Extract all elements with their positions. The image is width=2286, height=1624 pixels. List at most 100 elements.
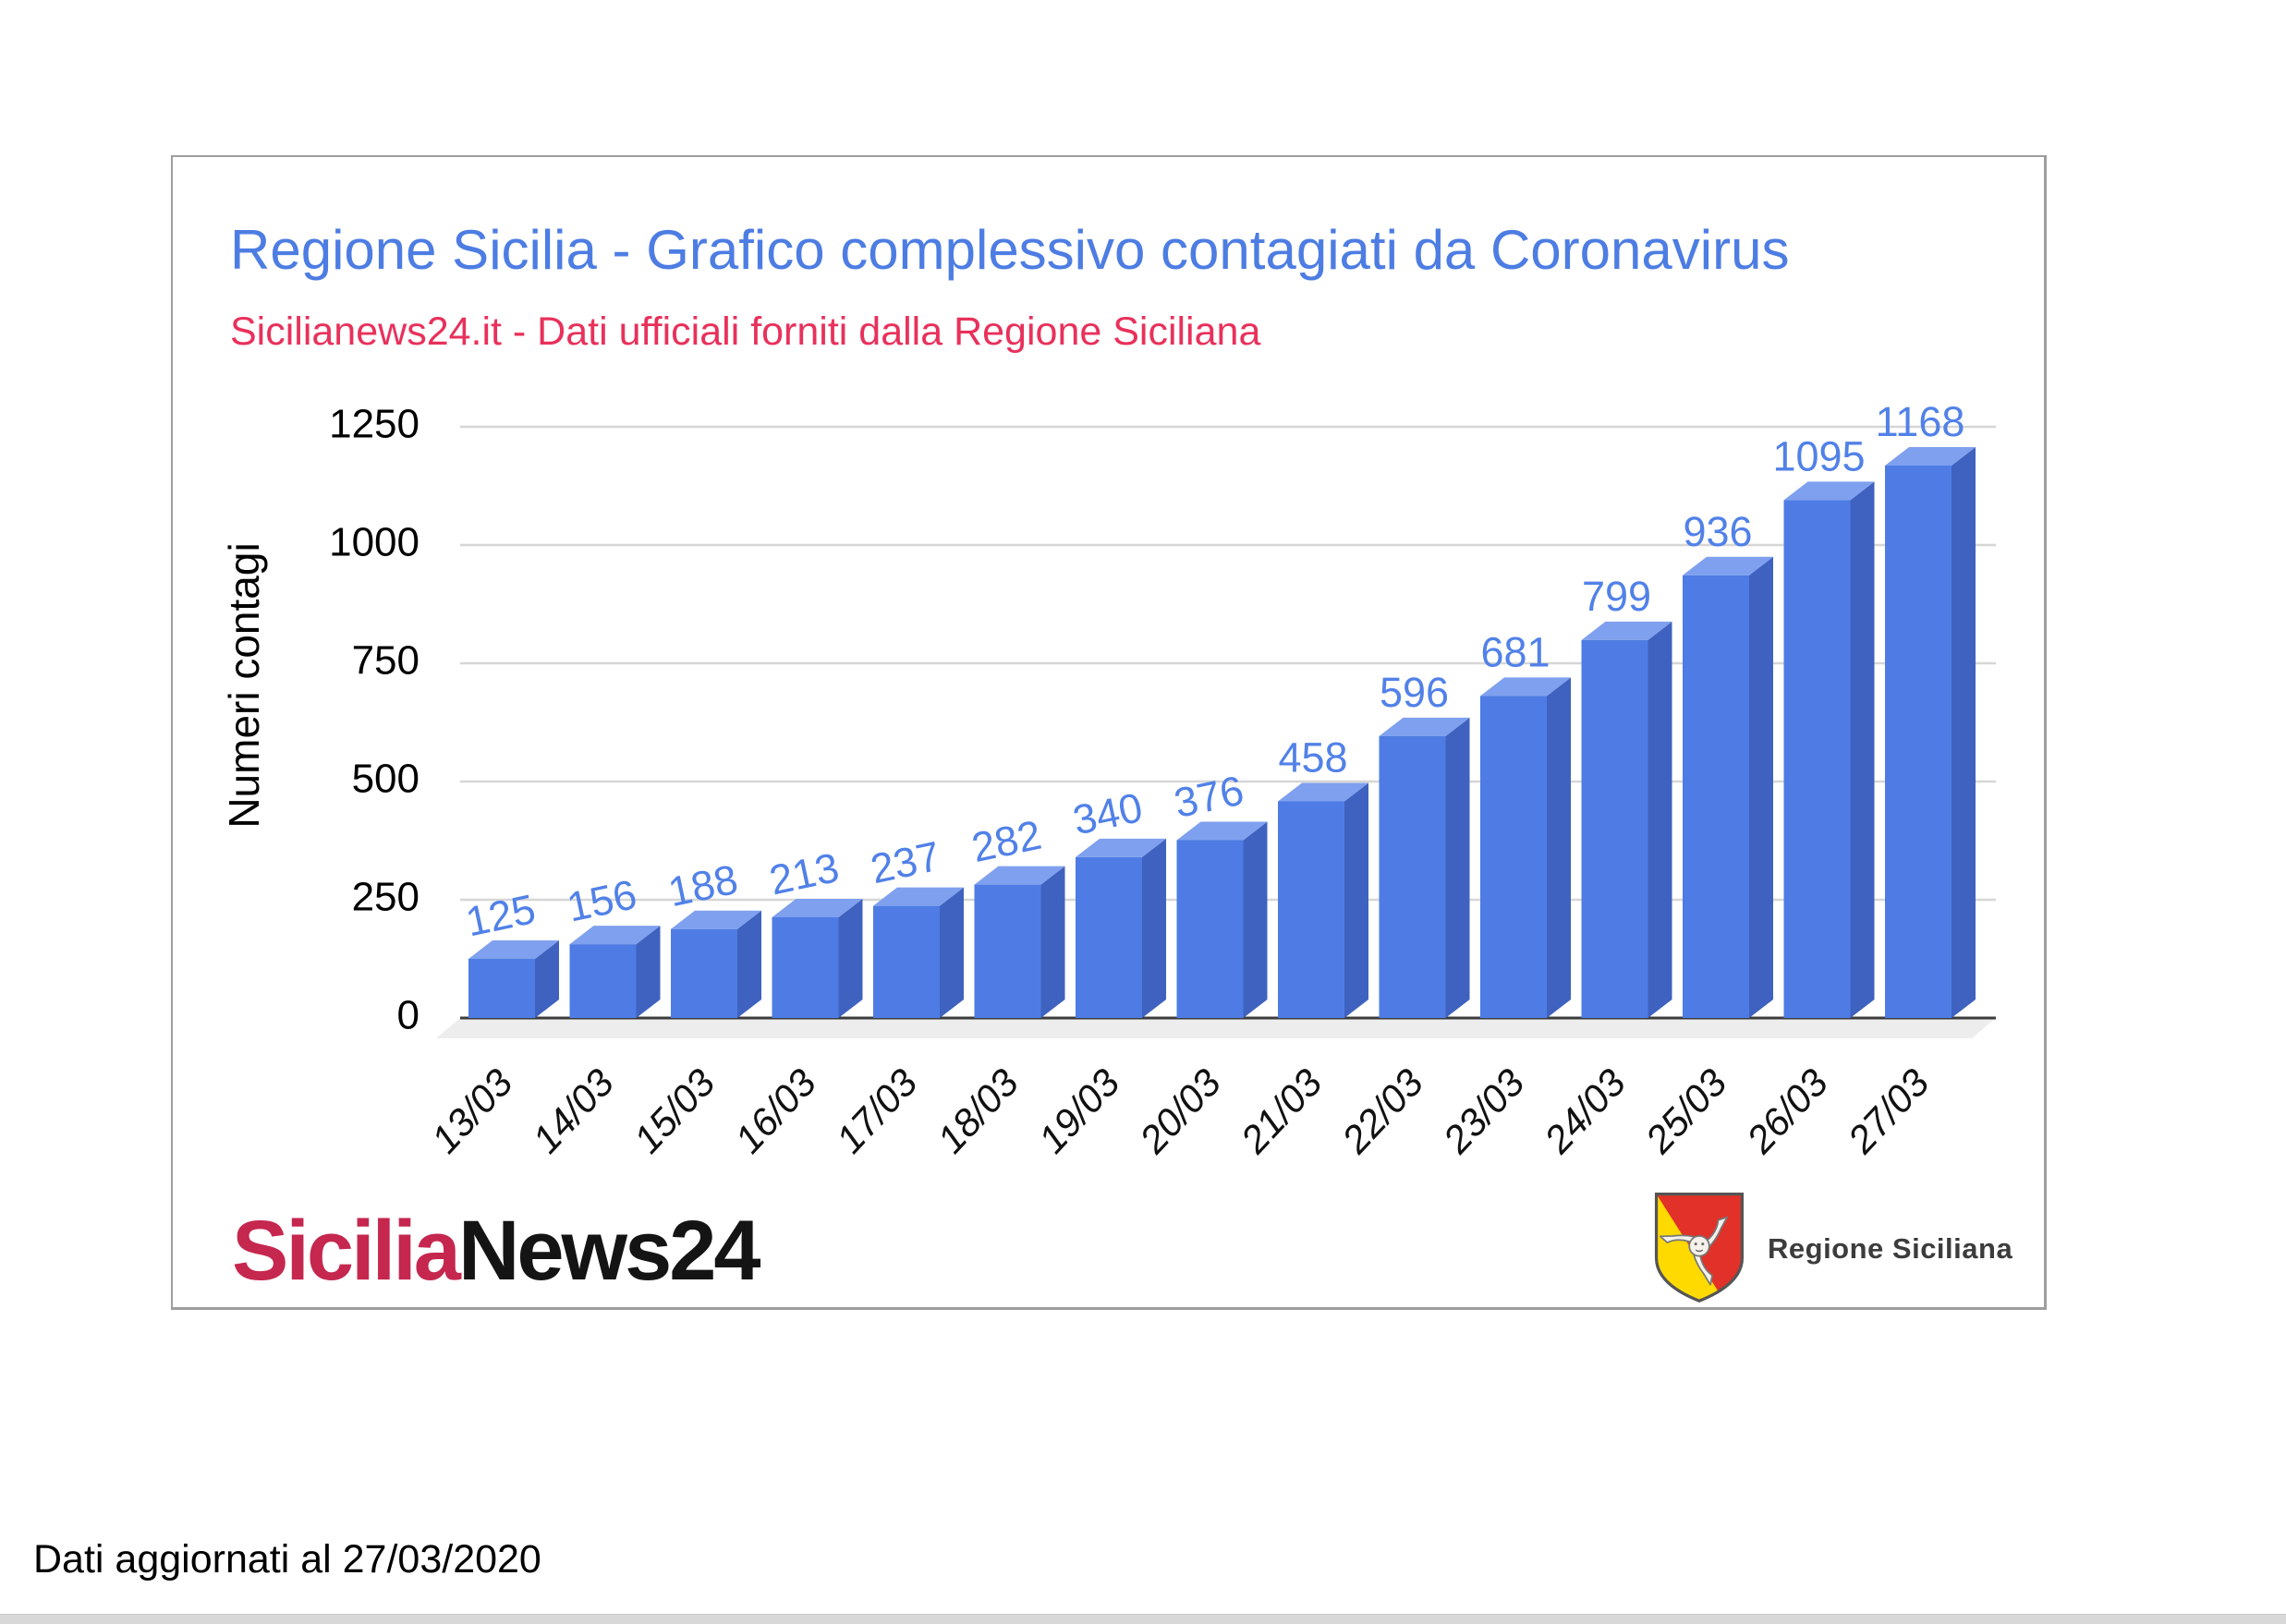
x-axis-date-labels: 13/03 14/03 15/03 16/03 17/03 18/03 19/03 20/03… <box>423 1060 1938 1162</box>
bar-top-face <box>468 940 559 959</box>
bar-side-face <box>1040 866 1065 1018</box>
x-tick-label: 19/03 <box>1030 1060 1128 1161</box>
bar-19/03 <box>1076 838 1166 1018</box>
bar-front-face <box>569 944 637 1018</box>
bar-top-face <box>1278 782 1368 802</box>
y-tick-label: 1000 <box>329 520 420 565</box>
bar-13/03 <box>468 940 559 1018</box>
bar-front-face <box>671 928 737 1018</box>
bar-top-face <box>1885 446 1976 466</box>
regione-siciliana-logo: Regione Siciliana <box>1649 1190 2167 1310</box>
sicilianews24-logo: SiciliaNews24 <box>232 1208 761 1293</box>
bar-front-face <box>1683 575 1749 1018</box>
value-label: 282 <box>967 811 1045 871</box>
bar-top-face <box>772 898 863 917</box>
trinacria-shield-icon <box>1654 1193 1745 1303</box>
bar-front-face <box>1581 639 1648 1018</box>
x-tick-label: 23/03 <box>1434 1060 1533 1162</box>
bar-side-face <box>1952 446 1976 1018</box>
bar-top-face <box>1581 621 1672 640</box>
y-tick-label: 0 <box>397 993 420 1038</box>
bar-front-face <box>1783 500 1851 1018</box>
bar-26/03 <box>1783 481 1875 1018</box>
value-label: 237 <box>867 832 944 892</box>
bar-21/03 <box>1278 782 1368 1018</box>
bar-top-face <box>1176 821 1268 841</box>
value-label: 1095 <box>1772 432 1865 479</box>
y-axis-title: Numeri contagi <box>220 542 268 828</box>
x-tick-label: 22/03 <box>1332 1060 1431 1162</box>
window-bottom-strip <box>0 1614 2286 1624</box>
bar-front-face <box>772 916 839 1018</box>
bar-front-face <box>1278 801 1344 1018</box>
bar-23/03 <box>1480 677 1571 1018</box>
bar-side-face <box>1648 621 1672 1018</box>
x-tick-label: 21/03 <box>1232 1060 1331 1162</box>
x-tick-label: 17/03 <box>828 1060 926 1161</box>
bar-side-face <box>535 940 559 1018</box>
bar-chart-canvas: 0 250 500 750 1000 1250 Numeri contagi 125 156 18… <box>220 398 1996 1162</box>
bar-14/03 <box>569 926 661 1018</box>
y-tick-label: 250 <box>352 875 420 920</box>
bar-18/03 <box>974 866 1065 1018</box>
bar-top-face <box>1783 481 1875 501</box>
value-label: 376 <box>1170 767 1247 827</box>
sicilianews24-logo-news24: News24 <box>457 1204 761 1298</box>
bar-front-face <box>1379 735 1446 1018</box>
bar-15/03 <box>671 910 761 1018</box>
bar-side-face <box>1344 782 1368 1018</box>
bar-side-face <box>1547 677 1571 1018</box>
x-tick-label: 18/03 <box>929 1060 1027 1161</box>
bar-top-face <box>671 910 761 929</box>
chart-title: Regione Sicilia - Grafico complessivo co… <box>230 219 1790 281</box>
chart-subtitle: Sicilianews24.it - Dati ufficiali fornit… <box>230 309 1261 354</box>
bar-front-face <box>974 884 1041 1018</box>
bar-front-face <box>873 905 940 1018</box>
bar-16/03 <box>772 898 863 1018</box>
bar-side-face <box>940 887 964 1018</box>
bar-22/03 <box>1379 717 1470 1018</box>
chart-floor <box>436 1018 1996 1038</box>
x-tick-label: 20/03 <box>1130 1060 1229 1162</box>
bar-17/03 <box>873 887 964 1018</box>
bar-front-face <box>468 959 535 1018</box>
bar-top-face <box>1379 717 1470 736</box>
bar-24/03 <box>1581 621 1672 1018</box>
value-label: 340 <box>1069 783 1147 843</box>
value-label: 156 <box>563 870 640 930</box>
bar-top-face <box>1683 556 1773 576</box>
value-label: 681 <box>1480 628 1550 675</box>
bar-side-face <box>1749 556 1773 1018</box>
bar-front-face <box>1885 465 1952 1018</box>
bar-top-face <box>1076 838 1166 857</box>
y-tick-label: 500 <box>352 757 420 802</box>
sicilianews24-logo-sicilia: Sicilia <box>232 1204 461 1298</box>
bar-front-face <box>1076 856 1142 1018</box>
x-tick-label: 16/03 <box>726 1060 824 1161</box>
value-label: 188 <box>664 855 742 915</box>
value-label: 458 <box>1278 734 1347 782</box>
value-label: 1168 <box>1876 398 1965 445</box>
value-label: 213 <box>765 843 843 903</box>
bar-27/03 <box>1885 446 1976 1018</box>
bar-25/03 <box>1683 556 1773 1018</box>
y-tick-label: 1250 <box>329 402 420 447</box>
x-tick-label: 27/03 <box>1839 1060 1938 1162</box>
bar-top-face <box>974 866 1065 885</box>
bar-front-face <box>1176 840 1244 1018</box>
x-tick-label: 25/03 <box>1636 1060 1735 1162</box>
x-tick-label: 14/03 <box>524 1060 622 1161</box>
x-tick-label: 26/03 <box>1737 1060 1836 1162</box>
regione-siciliana-label: Regione Siciliana <box>1768 1232 2013 1265</box>
footer-updated-note: Dati aggiornati al 27/03/2020 <box>33 1537 541 1582</box>
value-label: 596 <box>1380 669 1449 716</box>
x-tick-label: 13/03 <box>423 1060 521 1161</box>
bars <box>468 446 1976 1018</box>
value-label: 125 <box>462 885 540 945</box>
chart-card: Regione Sicilia - Grafico complessivo co… <box>171 155 2047 1310</box>
bar-side-face <box>1445 717 1470 1018</box>
y-tick-label: 750 <box>352 638 420 684</box>
bar-top-face <box>1480 677 1571 697</box>
x-tick-label: 24/03 <box>1535 1060 1634 1162</box>
